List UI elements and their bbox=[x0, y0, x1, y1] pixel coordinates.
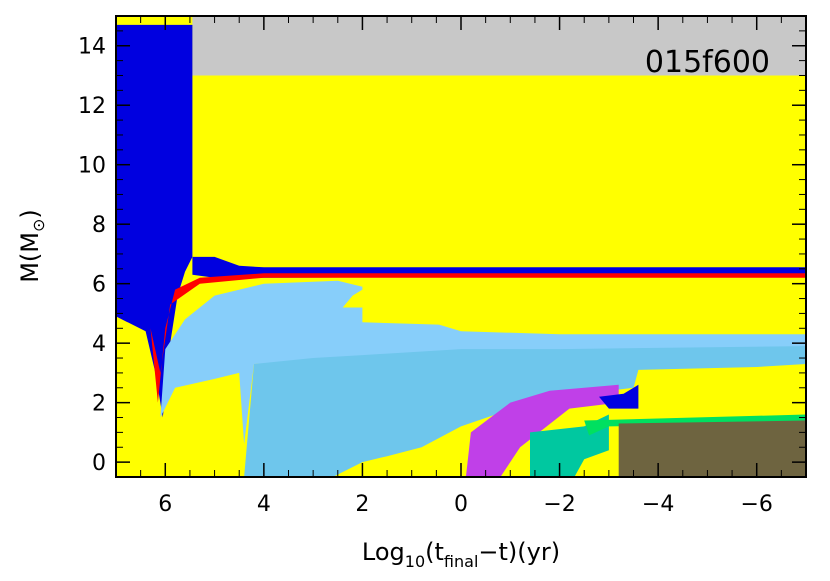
plot-frame bbox=[115, 15, 807, 478]
region-envelope-boundary bbox=[192, 256, 806, 278]
x-tick-label: 4 bbox=[257, 492, 271, 517]
region-helium-shell-blue bbox=[599, 384, 639, 409]
y-axis-title-main: M(M bbox=[16, 232, 44, 283]
region-upper-yellow-zone bbox=[342, 280, 806, 332]
y-axis-title-sub: ⊙ bbox=[29, 219, 48, 232]
x-axis-title-base: 10 bbox=[405, 552, 425, 571]
ticks-layer: 6 4 2 0 −2 −4 −6 0 2 4 6 8 10 12 14 bbox=[78, 15, 807, 517]
x-tick-label: −4 bbox=[642, 492, 674, 517]
y-axis-title-close: ) bbox=[16, 209, 44, 218]
model-label: 015f600 bbox=[645, 45, 770, 80]
y-tick-label: 0 bbox=[92, 451, 106, 476]
x-axis-title-open: (t bbox=[425, 538, 444, 566]
y-tick-label: 2 bbox=[92, 392, 106, 417]
y-tick-label: 8 bbox=[92, 213, 106, 238]
region-inner-iron-core bbox=[618, 420, 806, 477]
x-tick-label: 6 bbox=[158, 492, 172, 517]
region-lost-mass bbox=[192, 16, 806, 76]
x-tick-label: −6 bbox=[740, 492, 772, 517]
x-tick-label: −2 bbox=[543, 492, 575, 517]
x-axis-title: Log10(tfinal−t)(yr) bbox=[362, 538, 560, 571]
x-axis-title-tsub: final bbox=[444, 552, 478, 571]
y-axis-title: M(M⊙) bbox=[16, 209, 48, 283]
region-early-envelope bbox=[116, 24, 193, 418]
x-tick-label: 0 bbox=[454, 492, 468, 517]
x-axis-title-rest: −t)(yr) bbox=[478, 538, 560, 566]
y-tick-label: 6 bbox=[92, 273, 106, 298]
y-tick-label: 10 bbox=[78, 154, 106, 179]
region-radiative-gradient bbox=[160, 280, 806, 445]
x-axis-title-prefix: Log bbox=[362, 538, 405, 566]
region-helium-shell-purple bbox=[465, 384, 619, 477]
regions-layer bbox=[116, 16, 806, 477]
y-tick-label: 14 bbox=[78, 35, 106, 60]
region-hydrogen-burning-core bbox=[244, 346, 806, 477]
x-tick-label: 2 bbox=[355, 492, 369, 517]
y-tick-label: 12 bbox=[78, 94, 106, 119]
y-tick-label: 4 bbox=[92, 332, 106, 357]
